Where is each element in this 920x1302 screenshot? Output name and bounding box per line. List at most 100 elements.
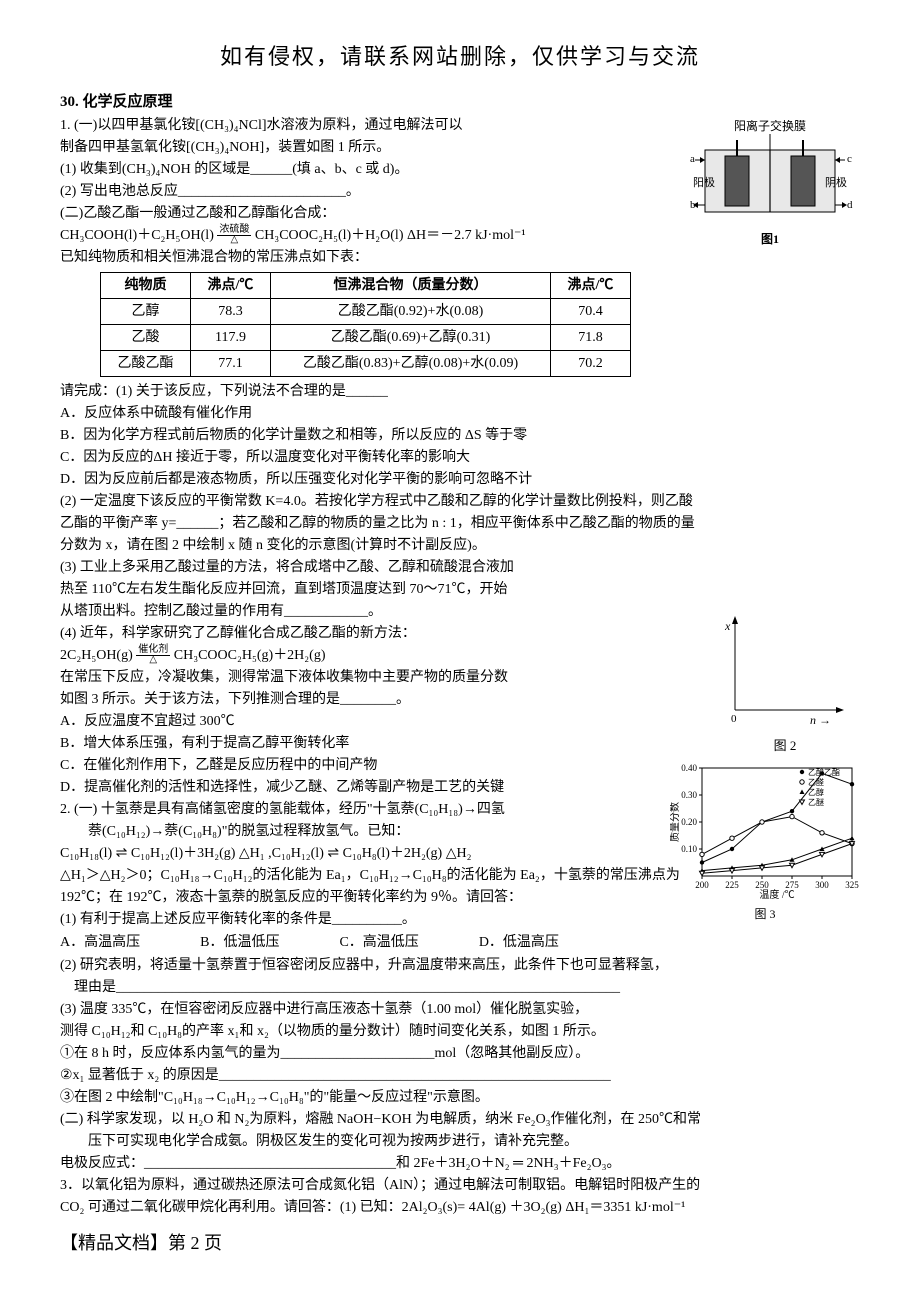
svg-text:乙醛: 乙醛 (808, 777, 824, 787)
q1-equation-2: 2C₂H₅OH(g) 催化剂 △ CH₃COOC₂H₅(g)＋2H₂(g) (60, 645, 660, 666)
table-header: 恒沸混合物（质量分数） (271, 272, 551, 298)
reaction-arrow: 浓硫酸 △ (217, 225, 251, 245)
q2-opt-a: A．高温高压 (60, 932, 140, 953)
q3-line2: CO₂ 可通过二氧化碳甲烷化再利用。请回答：(1) 已知：2Al₂O₃(s)= … (60, 1197, 860, 1218)
q2-p1-options: A．高温高压 B．低温低压 C．高温低压 D．低温高压 (60, 932, 860, 953)
fig1-top-label: 阳离子交换膜 (734, 120, 806, 133)
q3-line1: 3．以氧化铝为原料，通过碳热还原法可合成氮化铝（AlN）；通过电解法可制取铝。电… (60, 1175, 860, 1196)
svg-text:325: 325 (845, 880, 859, 890)
svg-text:n →: n → (810, 713, 831, 727)
q1-p4b: 在常压下反应，冷凝收集，测得常温下液体收集物中主要产物的质量分数 (60, 667, 660, 688)
q2-intro-b: 萘(C₁₀H₁₂)→萘(C₁₀H₈)"的脱氢过程释放氢气。已知： (60, 821, 700, 842)
q1-p1: (1) 收集到(CH₃)₄NOH 的区域是______(填 a、b、c 或 d)… (60, 159, 660, 180)
svg-text:0.30: 0.30 (681, 790, 697, 800)
svg-text:250: 250 (755, 880, 769, 890)
table-cell: 乙酸乙酯(0.83)+乙醇(0.08)+水(0.09) (271, 350, 551, 376)
table-cell: 乙酸乙酯(0.69)+乙醇(0.31) (271, 324, 551, 350)
q1-p3c: 从塔顶出料。控制乙酸过量的作用有____________。 (60, 601, 660, 622)
fig3-caption: 图 3 (670, 905, 860, 923)
fig2-caption: 图 2 (710, 736, 860, 756)
q1-p2-2b: 乙酯的平衡产率 y=______；若乙酸和乙醇的物质的量之比为 n : 1，相应… (60, 513, 860, 534)
q1-p3b: 热至 110℃左右发生酯化反应并回流，直到塔顶温度达到 70～71℃，开始 (60, 579, 660, 600)
table-header: 沸点/℃ (551, 272, 631, 298)
q1-table-intro: 已知纯物质和相关恒沸混合物的常压沸点如下表： (60, 247, 860, 268)
svg-text:300: 300 (815, 880, 829, 890)
q2-part2c: 电极反应式：__________________________________… (60, 1153, 860, 1174)
table-header: 纯物质 (101, 272, 191, 298)
table-cell: 117.9 (191, 324, 271, 350)
catalyst-bot: △ (217, 235, 251, 245)
q2-part2b: 压下可实现电化学合成氨。阴极区发生的变化可视为按两步进行，请补充完整。 (60, 1131, 860, 1152)
reaction-arrow-2: 催化剂 △ (136, 645, 170, 665)
fig1-caption: 图1 (680, 230, 860, 248)
svg-text:乙醇: 乙醇 (808, 787, 824, 797)
svg-text:a: a (690, 153, 695, 165)
q1-intro-b: 制备四甲基氢氧化铵[(CH₃)₄NOH]，装置如图 1 所示。 (60, 137, 660, 158)
eq2-left: 2C₂H₅OH(g) (60, 648, 133, 663)
svg-text:c: c (847, 153, 852, 165)
svg-text:质量分数: 质量分数 (670, 802, 681, 842)
svg-text:0.40: 0.40 (681, 763, 697, 773)
page-footer: 【精品文档】第 2 页 (60, 1230, 860, 1257)
q1-opt-b: B．因为化学方程式前后物质的化学计量数之和相等，所以反应的 ΔS 等于零 (60, 425, 860, 446)
q1-part2-intro: (二)乙酸乙酯一般通过乙酸和乙醇酯化合成： (60, 203, 660, 224)
q1-opt2-b: B．增大体系压强，有利于提高乙醇平衡转化率 (60, 733, 700, 754)
q2-p3d: ②x₁ 显著低于 x₂ 的原因是________________________… (60, 1065, 860, 1086)
q1-opt2-c: C．在催化剂作用下，乙醛是反应历程中的中间产物 (60, 755, 700, 776)
q1-opt-a: A．反应体系中硫酸有催化作用 (60, 403, 860, 424)
q1-opt-c: C．因为反应的ΔH 接近于零，所以温度变化对平衡转化率的影响大 (60, 447, 860, 468)
table-cell: 70.2 (551, 350, 631, 376)
svg-text:温度 /℃: 温度 /℃ (759, 888, 794, 900)
top-notice: 如有侵权，请联系网站删除，仅供学习与交流 (60, 40, 860, 73)
table-cell: 乙酸乙酯 (101, 350, 191, 376)
q2-opt-b: B．低温低压 (200, 932, 279, 953)
q1-p4a: (4) 近年，科学家研究了乙醇催化合成乙酸乙酯的新方法： (60, 623, 660, 644)
q2-p2b: 理由是_____________________________________… (60, 977, 860, 998)
table-cell: 乙酸 (101, 324, 191, 350)
q1-p2-2c: 分数为 x，请在图 2 中绘制 x 随 n 变化的示意图(计算时不计副反应)。 (60, 535, 860, 556)
q2-p3c: ①在 8 h 时，反应体系内氢气的量为_____________________… (60, 1043, 860, 1064)
figure-2: x n → 0 图 2 (710, 610, 860, 755)
q1-p3a: (3) 工业上多采用乙酸过量的方法，将合成塔中乙酸、乙醇和硫酸混合液加 (60, 557, 660, 578)
svg-text:x: x (724, 619, 731, 633)
catalyst2-bot: △ (136, 655, 170, 665)
fig2-axes: x n → 0 (715, 610, 855, 730)
table-cell: 乙醇 (101, 298, 191, 324)
q1-intro-a: 1. (一)以四甲基氯化铵[(CH₃)₄NCl]水溶液为原料，通过电解法可以 (60, 115, 660, 136)
svg-text:275: 275 (785, 880, 799, 890)
figure-1: 阳离子交换膜 a b c d 阳极 阴极 图1 (680, 120, 860, 248)
q2-p3b: 测得 C₁₀H₁₂和 C₁₀H₈的产率 x₁和 x₂（以物质的量分数计）随时间变… (60, 1021, 860, 1042)
eq-right: CH₃COOC₂H₅(l)＋H₂O(l) ΔH＝－2.7 kJ·mol⁻¹ (255, 228, 526, 243)
eq2-right: CH₃COOC₂H₅(g)＋2H₂(g) (174, 648, 326, 663)
q1-p4c: 如图 3 所示。关于该方法，下列推测合理的是________。 (60, 689, 660, 710)
table-cell: 乙酸乙酯(0.92)+水(0.08) (271, 298, 551, 324)
table-row: 乙醇78.3乙酸乙酯(0.92)+水(0.08)70.4 (101, 298, 631, 324)
table-cell: 71.8 (551, 324, 631, 350)
q2-intro-a: 2. (一) 十氢萘是具有高储氢密度的氢能载体，经历"十氢萘(C₁₀H₁₈)→四… (60, 799, 700, 820)
svg-text:0.10: 0.10 (681, 844, 697, 854)
fig3-chart: 0.100.200.300.40200225250275300325温度 /℃质… (670, 760, 860, 900)
q2-p2a: (2) 研究表明，将适量十氢萘置于恒容密闭反应器中，升高温度带来高压，此条件下也… (60, 955, 860, 976)
svg-text:d: d (847, 199, 853, 211)
table-row: 乙酸117.9乙酸乙酯(0.69)+乙醇(0.31)71.8 (101, 324, 631, 350)
table-row: 乙酸乙酯77.1乙酸乙酯(0.83)+乙醇(0.08)+水(0.09)70.2 (101, 350, 631, 376)
svg-text:阳极: 阳极 (693, 175, 715, 189)
boiling-point-table: 纯物质沸点/℃恒沸混合物（质量分数）沸点/℃ 乙醇78.3乙酸乙酯(0.92)+… (100, 272, 631, 377)
q1-opt2-a: A．反应温度不宜超过 300℃ (60, 711, 700, 732)
q1-opt-d: D．因为反应前后都是液态物质，所以压强变化对化学平衡的影响可忽略不计 (60, 469, 860, 490)
q1-p2: (2) 写出电池总反应________________________。 (60, 181, 660, 202)
electrolysis-diagram: 阳离子交换膜 a b c d 阳极 阴极 (680, 120, 860, 230)
table-cell: 77.1 (191, 350, 271, 376)
q2-p3a: (3) 温度 335℃，在恒容密闭反应器中进行高压液态十氢萘（1.00 mol）… (60, 999, 860, 1020)
q2-opt-c: C．高温低压 (339, 932, 418, 953)
q2-p3e: ③在图 2 中绘制"C₁₀H₁₈→C₁₀H₁₂→C₁₀H₈"的"能量～反应过程"… (60, 1087, 860, 1108)
q1-after-table: 请完成：(1) 关于该反应，下列说法不合理的是______ (60, 381, 860, 402)
q1-opt2-d: D．提高催化剂的活性和选择性，减少乙醚、乙烯等副产物是工艺的关键 (60, 777, 700, 798)
q2-opt-d: D．低温高压 (479, 932, 559, 953)
figure-3: 0.100.200.300.40200225250275300325温度 /℃质… (670, 760, 860, 923)
svg-text:0.20: 0.20 (681, 817, 697, 827)
table-cell: 78.3 (191, 298, 271, 324)
svg-text:阴极: 阴极 (825, 175, 847, 189)
q2-part2a: (二) 科学家发现，以 H₂O 和 N₂为原料，熔融 NaOH−KOH 为电解质… (60, 1109, 860, 1130)
q1-p2-2a: (2) 一定温度下该反应的平衡常数 K=4.0。若按化学方程式中乙酸和乙醇的化学… (60, 491, 860, 512)
